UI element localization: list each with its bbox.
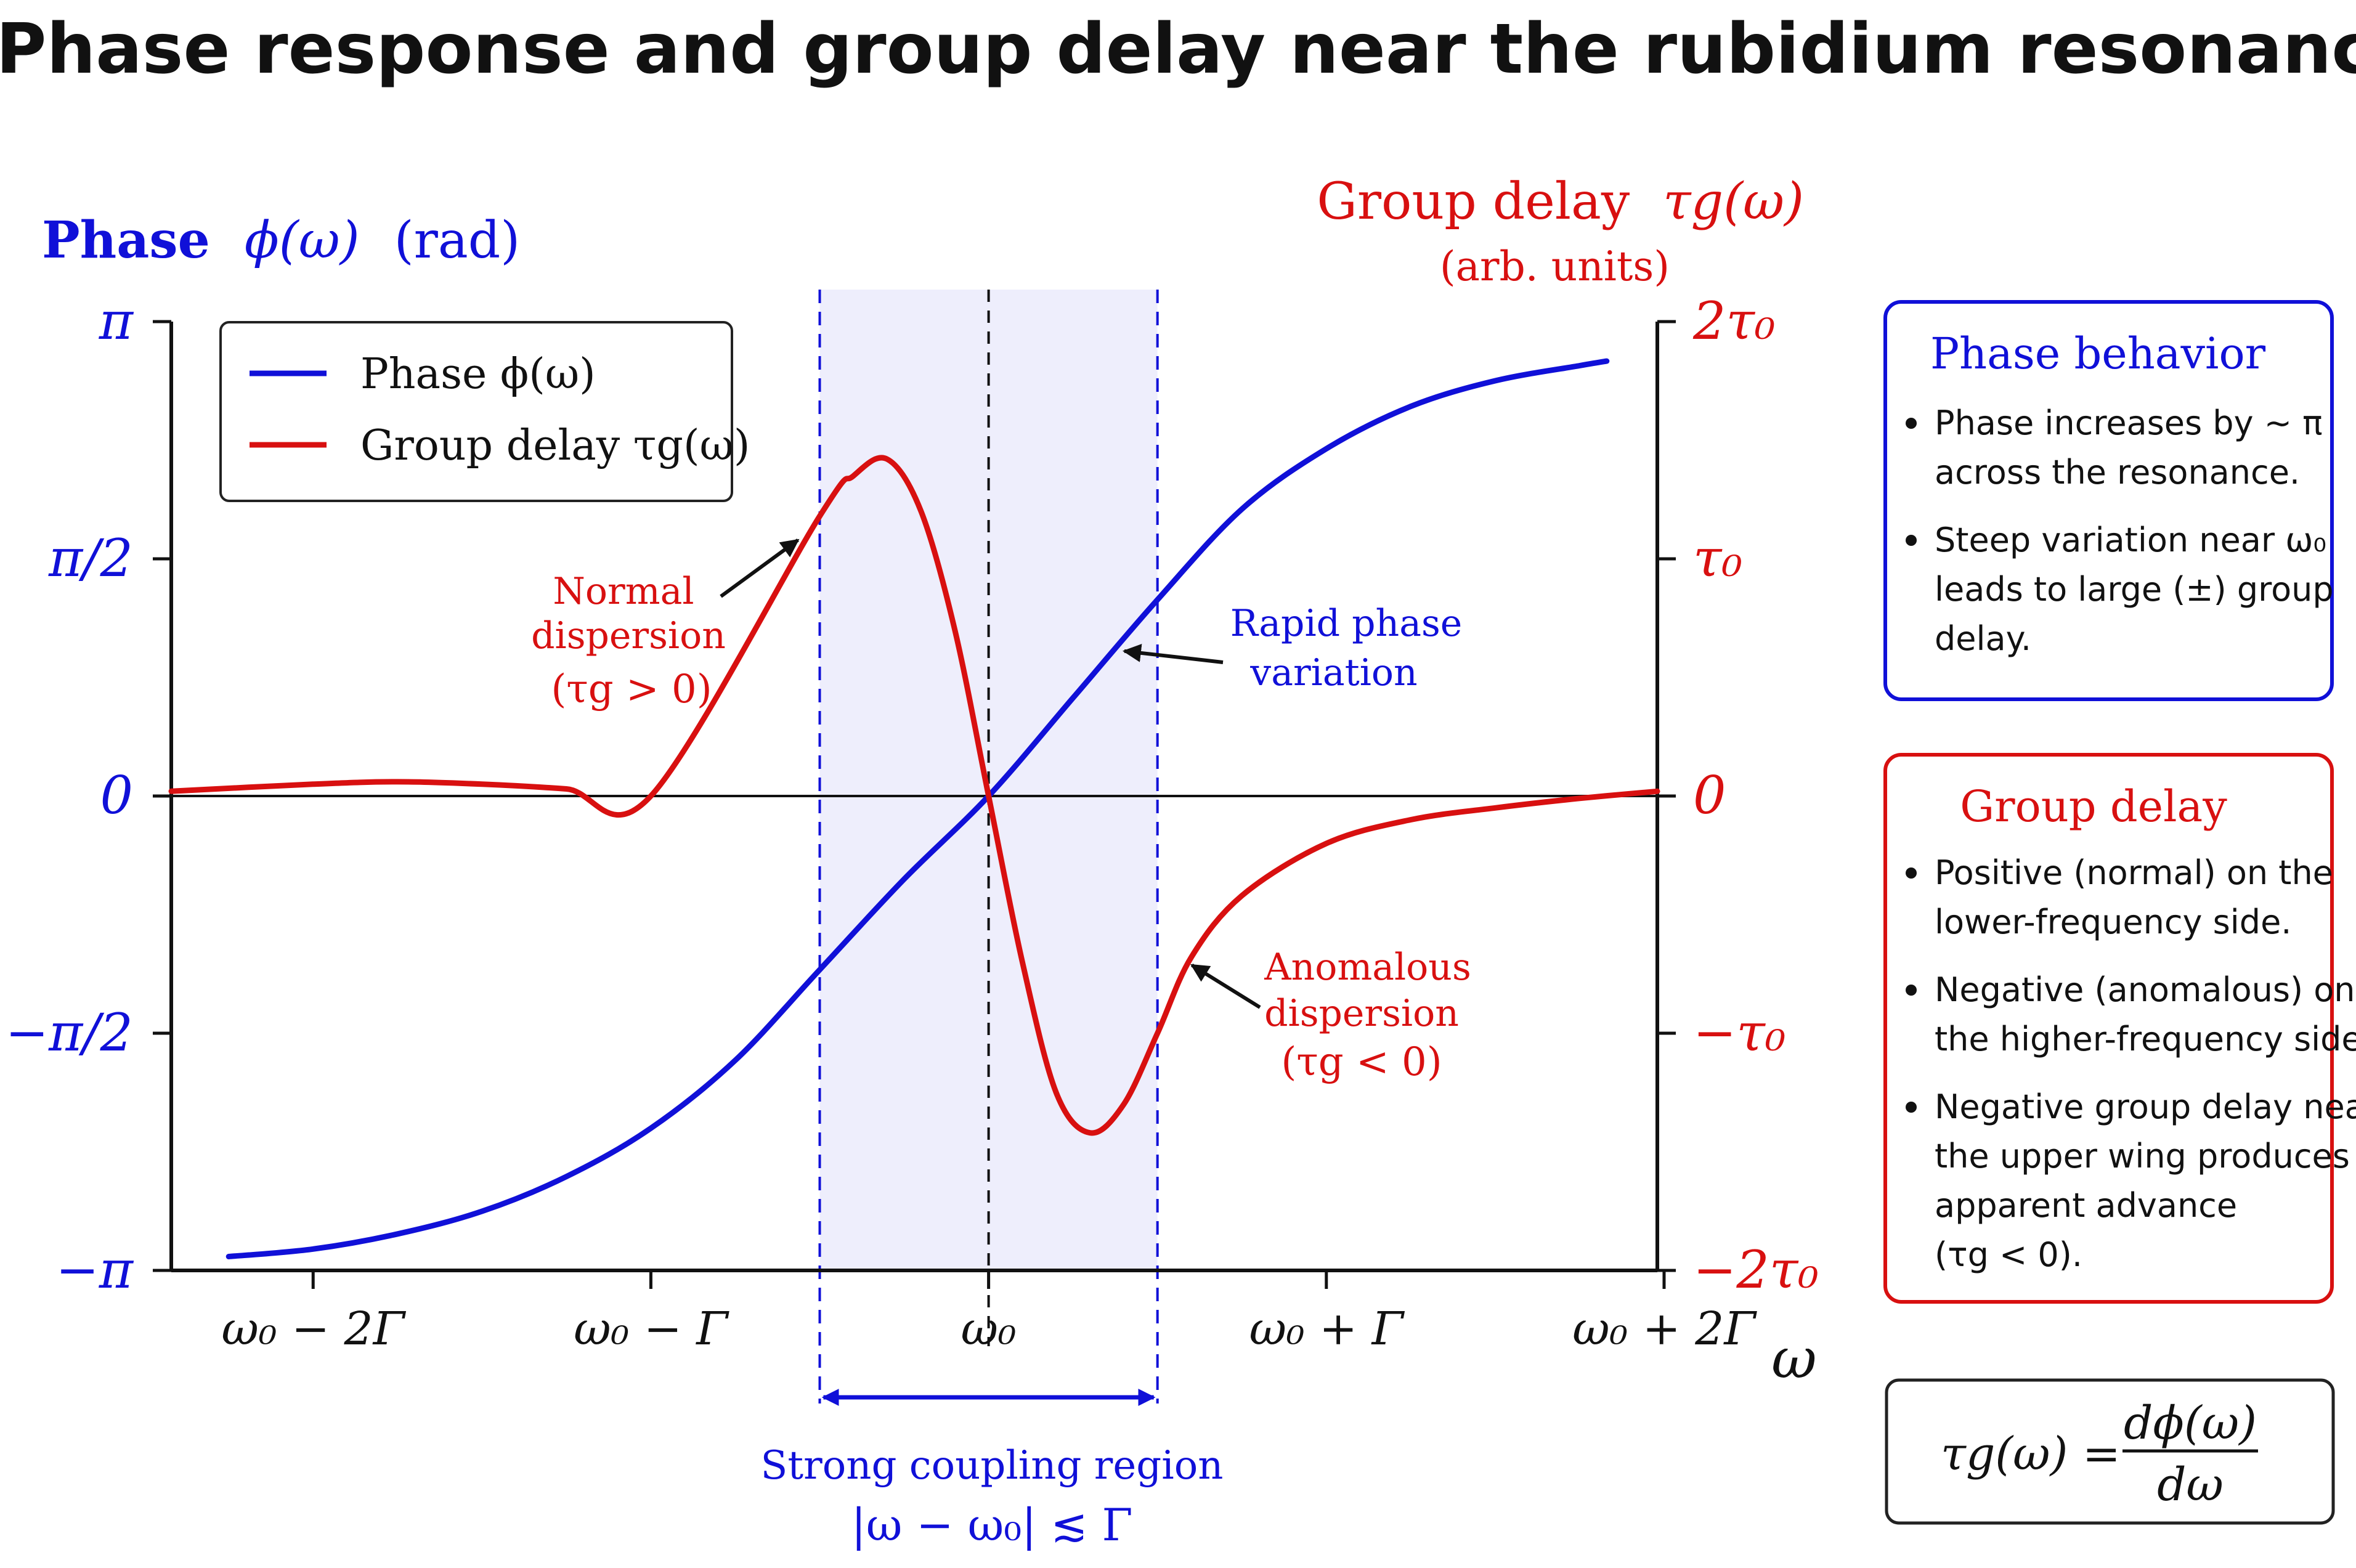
group-box-bullet-text: Negative group delay near xyxy=(1935,1087,2356,1126)
y-left-tick-label: π xyxy=(99,291,134,351)
series-group-delay-line xyxy=(168,455,1660,1136)
annotation-anomalous-dispersion: Anomalous dispersion (τg < 0) xyxy=(1190,946,1471,1085)
svg-text:dϕ(ω): dϕ(ω) xyxy=(2124,1397,2257,1450)
svg-text:dispersion: dispersion xyxy=(531,614,726,657)
legend-entry-phase: Phase ϕ(ω) xyxy=(360,350,596,399)
phase-box-bullet-text: across the resonance. xyxy=(1935,453,2300,492)
group-box-bullet-dot xyxy=(1906,985,1917,996)
svg-text:Phase behavior: Phase behavior xyxy=(1930,328,2266,379)
y-left-tick-label: 0 xyxy=(100,765,133,826)
y-right-label: Group delay τg(ω) xyxy=(1317,173,1804,231)
svg-text:Anomalous: Anomalous xyxy=(1264,946,1471,989)
axes: π π/2 0 −π/2 −π 2τ₀ τ₀ 0 −τ₀ −2τ₀ ω₀ − 2Γ ω₀ − Γ ω₀ ω… xyxy=(6,291,1819,1355)
x-tick-label: ω₀ + Γ xyxy=(1249,1302,1405,1355)
annotation-rapid-phase: Rapid phase variation xyxy=(1122,602,1463,694)
phase-box-bullet-text: leads to large (±) group xyxy=(1935,570,2334,609)
legend-entry-group-delay: Group delay τg(ω) xyxy=(360,421,750,470)
group-box-bullet-text: lower-frequency side. xyxy=(1935,903,2291,941)
phase-box-bullet-dot xyxy=(1906,535,1917,546)
chart-title: Phase response and group delay near the … xyxy=(0,9,2356,89)
y-left-label: Phase ϕ(ω) (rad) xyxy=(42,211,520,270)
svg-text:Rapid phase: Rapid phase xyxy=(1230,602,1463,645)
group-box-bullet-text: Positive (normal) on the xyxy=(1935,853,2333,892)
y-right-unit: (arb. units) xyxy=(1440,243,1670,290)
group-box-bullet-text: the upper wing produces xyxy=(1935,1137,2350,1176)
svg-text:|ω − ω₀| ≲ Γ: |ω − ω₀| ≲ Γ xyxy=(851,1499,1133,1551)
x-tick-label: ω₀ − Γ xyxy=(574,1302,729,1355)
legend: Phase ϕ(ω) Group delay τg(ω) xyxy=(219,321,750,502)
group-box-bullet-text: (τg < 0). xyxy=(1935,1235,2082,1274)
group-box-bullet-text: the higher-frequency side. xyxy=(1935,1020,2356,1058)
formula-box: τg(ω) = dϕ(ω) dω xyxy=(1885,1378,2335,1525)
x-tick-label: ω₀ xyxy=(961,1302,1017,1355)
x-tick-label: ω₀ − 2Γ xyxy=(221,1302,406,1355)
svg-text:dω: dω xyxy=(2157,1458,2224,1511)
annotation-normal-dispersion: Normal dispersion (τg > 0) xyxy=(531,538,800,712)
phase-box-bullet-dot xyxy=(1906,418,1917,429)
group-box-bullet-dot xyxy=(1906,1102,1917,1113)
y-left-tick-label: −π/2 xyxy=(6,1002,133,1063)
x-axis-label: ω xyxy=(1771,1326,1816,1391)
y-right-tick-label: 2τ₀ xyxy=(1692,291,1776,351)
svg-text:τg(ω) =: τg(ω) = xyxy=(1941,1428,2121,1481)
group-delay-box: Group delay Positive (normal) on the lowe… xyxy=(1883,753,2356,1304)
phase-behavior-box: Phase behavior Phase increases by ∼ π acr… xyxy=(1883,300,2334,701)
svg-text:variation: variation xyxy=(1249,651,1417,694)
phase-box-bullet-text: Phase increases by ∼ π xyxy=(1935,404,2323,442)
y-right-tick-label: −τ₀ xyxy=(1693,1002,1786,1063)
svg-text:(τg > 0): (τg > 0) xyxy=(551,667,712,712)
group-box-bullet-text: apparent advance xyxy=(1935,1186,2237,1225)
svg-text:Normal: Normal xyxy=(553,570,694,613)
y-left-tick-label: −π xyxy=(55,1240,134,1300)
series-phase-line xyxy=(225,358,1610,1259)
svg-text:dispersion: dispersion xyxy=(1264,992,1459,1035)
svg-text:(τg < 0): (τg < 0) xyxy=(1281,1039,1442,1085)
coupling-region-annotation: Strong coupling region |ω − ω₀| ≲ Γ xyxy=(761,1389,1224,1551)
group-box-bullet-dot xyxy=(1906,867,1917,879)
x-tick-label: ω₀ + 2Γ xyxy=(1572,1302,1757,1355)
group-box-bullet-text: Negative (anomalous) on xyxy=(1935,970,2355,1009)
phase-box-bullet-text: Steep variation near ω₀ xyxy=(1935,521,2326,559)
y-right-tick-label: −2τ₀ xyxy=(1693,1240,1819,1300)
y-right-tick-label: 0 xyxy=(1693,765,1726,826)
svg-text:Strong coupling region: Strong coupling region xyxy=(761,1443,1224,1489)
y-left-tick-label: π/2 xyxy=(48,528,133,588)
svg-text:Group delay: Group delay xyxy=(1960,781,2227,832)
phase-box-bullet-text: delay. xyxy=(1935,619,2031,658)
y-right-tick-label: τ₀ xyxy=(1693,528,1742,588)
